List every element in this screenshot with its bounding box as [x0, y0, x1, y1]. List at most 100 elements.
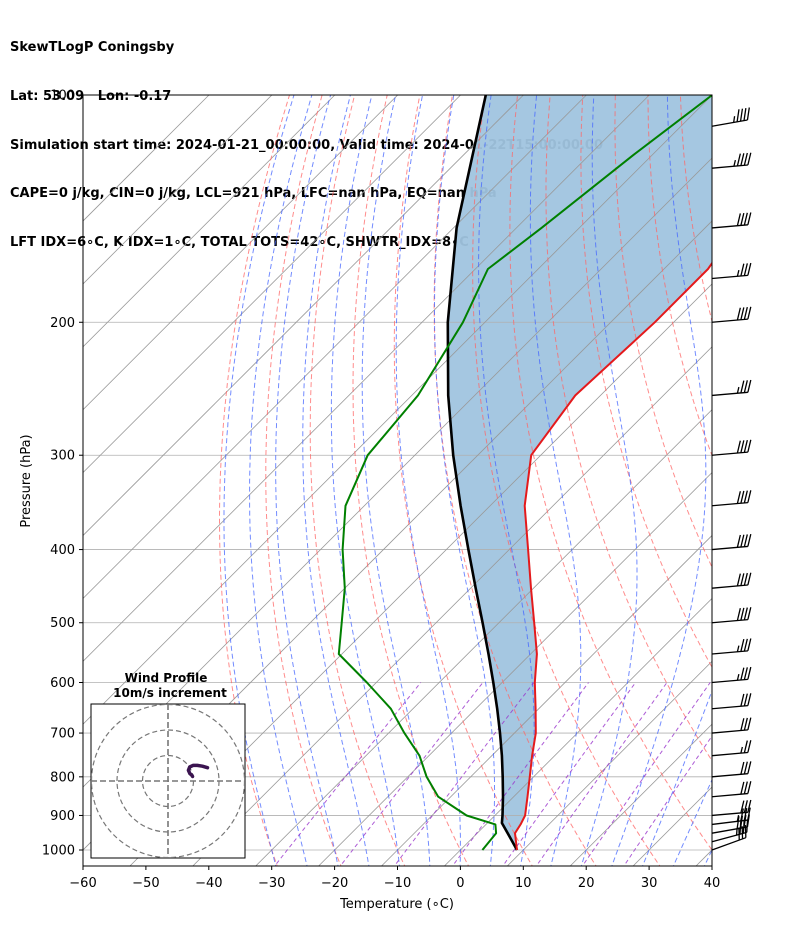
wind-barbs-layer — [711, 107, 752, 851]
hodograph-subtitle: 10m/s increment — [113, 686, 227, 700]
wind-barb — [711, 638, 752, 655]
moist-adiabat-line — [275, 95, 339, 866]
isotherm-line — [507, 660, 712, 866]
dry-adiabat-line — [746, 95, 794, 869]
moist-adiabat-line — [361, 95, 431, 866]
isotherm-line — [255, 409, 712, 866]
mixing-ratio-line — [273, 682, 422, 866]
wind-barb — [711, 439, 752, 456]
dry-adiabat-line — [778, 95, 794, 869]
isotherm-line — [318, 472, 712, 866]
dry-adiabat-line — [509, 95, 712, 851]
x-tick-label: −50 — [132, 876, 159, 891]
wind-barb — [711, 799, 752, 817]
isotherm-line — [444, 597, 712, 866]
wind-barb — [711, 490, 752, 507]
temperature-profile-line — [514, 261, 712, 851]
x-tick-label: 10 — [515, 876, 532, 891]
wind-barb — [711, 107, 750, 127]
wind-barb — [711, 379, 752, 397]
y-tick-label: 400 — [50, 543, 75, 558]
x-tick-label: −60 — [69, 876, 96, 891]
moist-adiabat-line — [330, 95, 400, 866]
wind-barb — [711, 761, 752, 778]
wind-barb — [711, 152, 752, 169]
wind-barb — [711, 740, 752, 757]
wind-barb — [711, 607, 752, 624]
moist-adiabat-line — [478, 95, 535, 866]
wind-barb — [711, 306, 752, 323]
title-stability-indices: LFT IDX=6∘C, K IDX=1∘C, TOTAL TOTS=42∘C,… — [10, 234, 469, 250]
dry-adiabat-line — [472, 95, 661, 866]
mixing-ratio-line — [451, 682, 589, 866]
moist-adiabat-line — [611, 95, 707, 866]
isotherm-line — [569, 723, 712, 866]
x-tick-label: 0 — [456, 876, 464, 891]
moist-adiabat-line — [529, 95, 582, 866]
wind-barb — [711, 262, 752, 280]
dry-adiabat-line — [647, 95, 712, 457]
wind-barb — [711, 693, 752, 710]
y-tick-label: 200 — [50, 316, 75, 331]
isotherm-line — [83, 95, 650, 662]
dewpoint-profile-line — [337, 95, 712, 851]
hodograph-inset: Wind Profile 10m/s increment — [90, 671, 246, 859]
wind-barb — [711, 666, 752, 684]
moist-adiabat-line — [249, 95, 313, 866]
mixing-ratio-line — [623, 735, 712, 866]
x-axis-label: Temperature (∘C) — [339, 897, 454, 912]
y-tick-label: 700 — [50, 727, 75, 742]
x-tick-label: −20 — [321, 876, 348, 891]
wind-barb — [711, 717, 752, 734]
y-tick-label: 600 — [50, 676, 75, 691]
moist-adiabat-line — [672, 778, 712, 866]
isotherm-line — [129, 283, 712, 866]
isotherm-line — [83, 95, 336, 348]
isotherm-line — [83, 95, 398, 411]
x-tick-label: 40 — [704, 876, 721, 891]
hodograph-plot — [91, 704, 245, 858]
y-tick-label: 800 — [50, 770, 75, 785]
cin-cape-shading — [447, 95, 712, 850]
moist-adiabat-line — [395, 95, 461, 866]
wind-barb — [711, 807, 751, 826]
isotherm-line — [83, 95, 461, 474]
wind-barb — [711, 533, 752, 551]
isotherm-line — [83, 95, 273, 285]
isotherm-line — [83, 95, 712, 725]
moist-adiabat-line — [434, 95, 496, 866]
isotherm-line — [381, 534, 712, 866]
dry-adiabat-line — [393, 95, 533, 866]
y-tick-label: 900 — [50, 809, 75, 824]
mixing-ratio-line — [535, 682, 668, 866]
mixing-ratio-line — [581, 682, 711, 866]
profiles-layer — [337, 95, 712, 851]
moist-adiabat-line — [302, 95, 370, 866]
dry-adiabat-line — [545, 95, 712, 762]
isotherm-line — [192, 346, 712, 866]
x-tick-label: −10 — [384, 876, 411, 891]
isotherm-line — [759, 95, 794, 866]
y-axis-ticks: 100 200 300 400 500 600 700 800 900 1000 — [42, 89, 83, 859]
y-tick-label: 500 — [50, 616, 75, 631]
x-tick-label: −30 — [258, 876, 285, 891]
x-axis-ticks: −60 −50 −40 −30 −20 −10 0 10 20 30 40 — [69, 866, 720, 891]
wind-barb — [711, 572, 752, 589]
parcel-profile-line — [446, 95, 519, 851]
mixing-ratio-line — [393, 682, 535, 866]
x-tick-label: 30 — [641, 876, 658, 891]
dry-adiabat-line — [219, 95, 290, 866]
dry-adiabat-line — [614, 95, 712, 569]
isotherm-line — [83, 95, 524, 537]
wind-barb — [711, 212, 752, 229]
dry-adiabat-line — [309, 95, 406, 866]
moist-adiabat-line — [223, 95, 295, 866]
title-station: SkewTLogP Coningsby — [10, 40, 175, 56]
dry-adiabat-line — [265, 95, 342, 866]
hodograph-title: Wind Profile — [125, 671, 208, 685]
y-tick-label: 300 — [50, 449, 75, 464]
title-location: Lat: 53.09 Lon: -0.17 — [10, 89, 172, 104]
wind-barb — [711, 781, 752, 798]
reference-lines-layer — [219, 95, 794, 869]
